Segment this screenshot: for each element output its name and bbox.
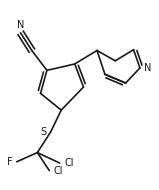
Text: N: N	[17, 20, 24, 30]
Text: N: N	[144, 63, 151, 73]
Text: S: S	[41, 127, 47, 137]
Text: Cl: Cl	[54, 165, 63, 176]
Text: F: F	[7, 157, 13, 167]
Text: Cl: Cl	[64, 158, 74, 168]
